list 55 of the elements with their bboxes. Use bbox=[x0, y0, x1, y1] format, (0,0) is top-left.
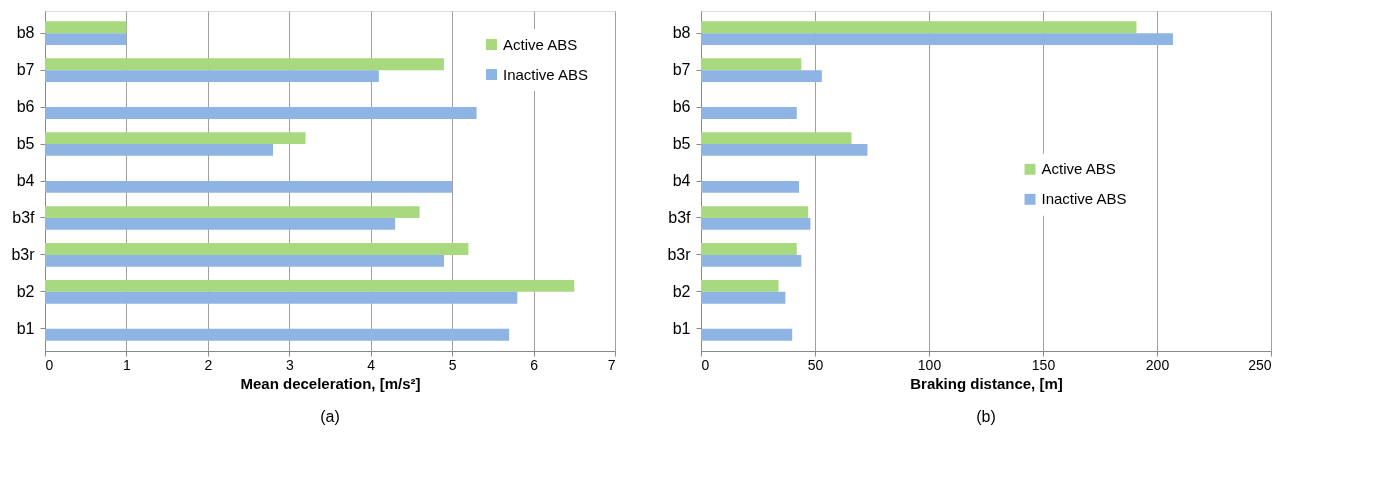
bar bbox=[45, 181, 453, 193]
x-tick-label: 50 bbox=[807, 356, 824, 373]
x-axis-title: Mean deceleration, [m/s²] bbox=[240, 374, 421, 392]
y-tick-label: b1 bbox=[672, 319, 691, 337]
x-tick-label: 150 bbox=[1031, 356, 1056, 373]
y-tick-label: b3f bbox=[668, 208, 692, 226]
bar bbox=[45, 254, 444, 267]
y-tick-label: b3f bbox=[12, 208, 36, 226]
y-tick-label: b6 bbox=[16, 98, 35, 116]
y-tick-label: b2 bbox=[672, 282, 691, 300]
x-tick-label: 100 bbox=[917, 356, 942, 373]
x-tick-label: 200 bbox=[1145, 356, 1170, 373]
x-tick-label: 0 bbox=[45, 356, 54, 373]
bar bbox=[45, 58, 444, 71]
legend-label: Active ABS bbox=[503, 35, 578, 53]
legend-label: Inactive ABS bbox=[503, 65, 589, 83]
y-tick-label: b3r bbox=[11, 245, 36, 263]
x-tick-label: 5 bbox=[448, 356, 457, 373]
bar bbox=[45, 243, 469, 255]
legend-label: Active ABS bbox=[1041, 160, 1116, 178]
bar bbox=[45, 217, 396, 230]
y-tick-label: b7 bbox=[16, 61, 35, 79]
y-tick-label: b4 bbox=[16, 172, 35, 189]
bar bbox=[45, 280, 575, 292]
text: (b) bbox=[976, 408, 996, 425]
x-tick-label: 4 bbox=[367, 356, 376, 373]
y-tick-label: b5 bbox=[672, 135, 691, 153]
y-tick-label: b8 bbox=[16, 24, 35, 42]
y-tick-label: b4 bbox=[672, 172, 691, 189]
bar bbox=[45, 328, 510, 341]
bar bbox=[45, 70, 379, 82]
x-tick-label: 3 bbox=[285, 356, 294, 373]
y-tick-label: b6 bbox=[672, 98, 691, 116]
bar bbox=[45, 144, 273, 156]
x-axis-title: Braking distance, [m] bbox=[910, 374, 1063, 392]
x-tick-label: 2 bbox=[204, 356, 213, 373]
y-tick-label: b8 bbox=[672, 24, 691, 42]
bar bbox=[45, 291, 518, 304]
bar bbox=[45, 21, 127, 34]
x-tick-label: 6 bbox=[530, 356, 539, 373]
x-tick-label: 1 bbox=[123, 356, 132, 373]
x-tick-label: 7 bbox=[607, 356, 616, 373]
x-tick-label: 250 bbox=[1248, 356, 1272, 373]
bar bbox=[45, 33, 127, 45]
legend-label: Inactive ABS bbox=[1041, 190, 1127, 208]
y-tick-label: b5 bbox=[16, 135, 35, 153]
y-tick-label: b2 bbox=[16, 282, 35, 300]
y-tick-label: b1 bbox=[16, 319, 35, 337]
x-tick-label: 0 bbox=[701, 356, 710, 373]
y-tick-label: b7 bbox=[672, 61, 691, 79]
bar bbox=[45, 206, 420, 218]
text: (a) bbox=[320, 408, 340, 425]
bar bbox=[45, 132, 306, 145]
y-tick-label: b3r bbox=[667, 245, 692, 263]
bar bbox=[45, 107, 477, 119]
